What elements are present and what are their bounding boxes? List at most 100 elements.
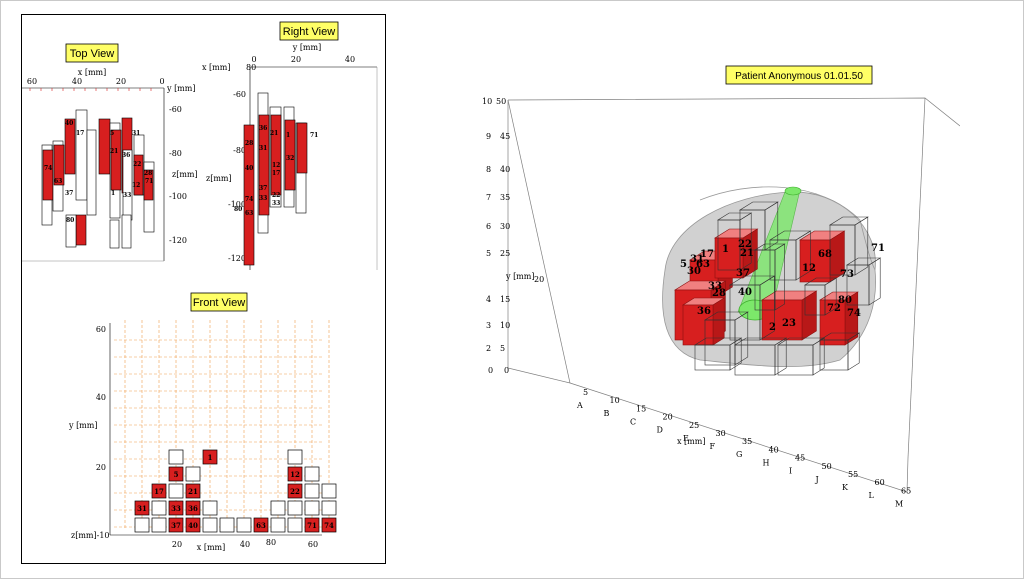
needle-box [803, 277, 838, 316]
right-view-title: Right View [283, 26, 335, 38]
tick-label: 10 [500, 321, 510, 330]
column-label: 1 [286, 132, 290, 139]
column-label: 5 [110, 130, 114, 137]
grid-cell [287, 517, 303, 533]
column-label: 63 [54, 178, 62, 185]
tick-label: E [683, 434, 689, 443]
grid-cell [202, 449, 218, 465]
grid-cell [168, 483, 184, 499]
tick-label: 40 [72, 77, 82, 86]
view3d-title-box [725, 65, 873, 85]
column-label: 36 [259, 125, 267, 132]
column-label: 37 [259, 185, 267, 192]
column-label: 22 [272, 192, 280, 199]
column-label: 12 [132, 182, 140, 189]
tick-label: I [789, 467, 792, 476]
tick-label: -120 [169, 236, 187, 245]
tick-label: 30 [500, 222, 510, 231]
tick-label: 50 [822, 462, 832, 471]
box-label: 40 [738, 287, 752, 298]
column-bar [121, 214, 132, 249]
top-view-x-ticks: 60 40 20 0 [27, 77, 165, 86]
column-bar [243, 124, 255, 266]
view3d-box [507, 97, 960, 493]
column-bar [122, 149, 133, 221]
grid-cell [304, 500, 320, 516]
tick-label: -60 [169, 105, 182, 114]
tick-label: 45 [500, 132, 510, 141]
tick-label: B [604, 409, 610, 418]
top-view-title: Top View [70, 48, 114, 60]
column-bar [64, 118, 76, 175]
column-bar [65, 214, 77, 248]
cell-label: 33 [171, 504, 181, 513]
grid-cell [321, 500, 337, 516]
needle-box [733, 337, 788, 376]
tick-label: 5 [500, 344, 505, 353]
column-label: 33 [272, 200, 280, 207]
tick-label: 40 [500, 165, 510, 174]
front-view-ylabel: y [mm] [68, 421, 97, 430]
grid-cell [202, 517, 218, 533]
tick-label: 0 [159, 77, 164, 86]
tick-label: 55 [848, 470, 858, 479]
column-label: 21 [270, 130, 278, 137]
front-view-grid [114, 320, 330, 530]
right-view-z-ticks: -60 -80 -100 -120 z[mm] [206, 90, 246, 263]
column-label: 28 [144, 170, 152, 177]
tick-label: 5 [486, 249, 491, 258]
column-label: 71 [145, 178, 153, 185]
column-bar [109, 219, 120, 249]
front-view-title: Front View [193, 297, 245, 309]
needle-box [798, 230, 846, 283]
tick-label: 3 [486, 321, 491, 330]
tick-label: 6 [486, 222, 491, 231]
column-bar [98, 118, 111, 175]
needle-box [760, 290, 818, 341]
column-label: 12 [272, 162, 280, 169]
grid-cell [185, 466, 201, 482]
tick-label: -100 [228, 200, 246, 209]
tick-label: L [869, 491, 875, 500]
box-label: 17 [700, 249, 714, 260]
tick-label: 20 [663, 413, 673, 422]
column-label: 40 [245, 165, 253, 172]
tick-label: -80 [233, 146, 246, 155]
column-bar [86, 129, 97, 216]
grid-cell [287, 483, 303, 499]
column-label: 36 [122, 152, 130, 159]
grid-cell [236, 517, 252, 533]
front-view: Front View 1 5 12 17 21 22 31 33 36 37 40 63 71 74 60… [68, 292, 337, 552]
column-label: 33 [259, 195, 267, 202]
column-bar [110, 129, 122, 191]
tick-label: -80 [169, 149, 182, 158]
grid-cell [202, 500, 218, 516]
grid-cell [219, 517, 235, 533]
box-label: 12 [802, 263, 816, 274]
needle-box [728, 275, 776, 341]
tick-label: -60 [233, 90, 246, 99]
cell-label: 40 [188, 521, 198, 530]
box-label: 37 [736, 268, 750, 279]
tick-label: 60 [875, 478, 885, 487]
column-bar [284, 119, 296, 191]
tick-label: 8 [486, 165, 491, 174]
tick-label: 60 [27, 77, 37, 86]
box-label: 71 [871, 243, 885, 254]
needle-box [693, 337, 743, 371]
needle-box [768, 230, 812, 281]
tick-label: 30 [716, 429, 726, 438]
grid-cell [304, 517, 320, 533]
cell-label: 21 [188, 487, 198, 496]
tick-label: -120 [228, 254, 246, 263]
box-label: 72 [827, 303, 841, 314]
grid-cell [151, 517, 167, 533]
grid-cell [321, 483, 337, 499]
tick-label: 60 [308, 540, 318, 549]
right-view-title-box [279, 21, 339, 41]
cell-label: 63 [256, 521, 266, 530]
tick-label: 7 [486, 193, 491, 202]
front-view-corner-label: z[mm]-10 [71, 531, 110, 540]
